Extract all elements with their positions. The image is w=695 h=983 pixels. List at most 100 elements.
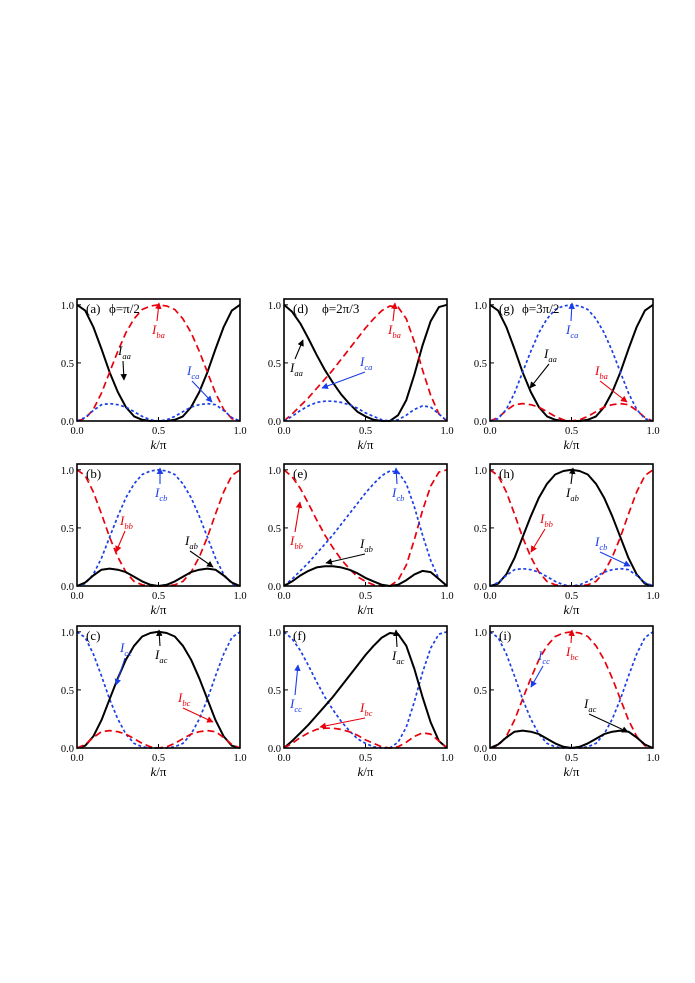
x-tick-label: 0.0 xyxy=(483,753,496,764)
x-tick-label: 0.0 xyxy=(70,591,83,602)
series-arrow-I_ab xyxy=(568,467,576,485)
y-tick-label: 0.0 xyxy=(268,582,281,593)
series-label-sub: ab xyxy=(570,493,579,503)
series-arrow-I_aa xyxy=(529,363,550,389)
series-label-I_ab: Iab xyxy=(565,485,579,503)
series-label-I_bc: Ibc xyxy=(359,700,373,718)
x-axis-label: k/π xyxy=(564,437,580,452)
series-label-main: I xyxy=(289,360,295,375)
series-arrow-I_ac xyxy=(156,629,163,647)
series-arrow-I_cc xyxy=(114,657,126,686)
x-tick-label: 1.0 xyxy=(646,426,659,437)
series-line-I_bb xyxy=(489,469,654,587)
series-arrow-I_ac xyxy=(588,713,629,733)
x-axis-label: k/π xyxy=(151,437,167,452)
series-arrow-I_aa xyxy=(294,339,304,360)
series-label-sub: ac xyxy=(396,656,404,666)
y-tick-label: 0.0 xyxy=(474,582,487,593)
series-label-I_ba: Iba xyxy=(151,322,165,340)
y-tick-label: 0.5 xyxy=(474,359,487,370)
series-arrow-I_bc xyxy=(568,629,575,644)
series-label-main: I xyxy=(119,640,125,655)
series-label-main: I xyxy=(177,690,183,705)
y-tick-label: 0.0 xyxy=(474,744,487,755)
phi-label: ϕ=π/2 xyxy=(109,301,140,316)
series-label-sub: ca xyxy=(364,362,372,372)
series-line-I_cc xyxy=(283,630,448,749)
series-line-I_bb xyxy=(76,469,241,587)
series-line-I_ba xyxy=(76,303,241,422)
x-tick-label: 0.5 xyxy=(359,753,372,764)
series-label-I_cb: Icb xyxy=(391,485,404,503)
x-axis-label-unit: /π xyxy=(363,764,374,779)
series-line-I_ba xyxy=(283,305,448,422)
series-label-I_cc: Icc xyxy=(289,696,302,714)
y-tick-label: 1.0 xyxy=(268,628,281,639)
y-tick-label: 0.5 xyxy=(268,524,281,535)
x-tick-label: 1.0 xyxy=(233,591,246,602)
x-tick-label: 0.0 xyxy=(277,753,290,764)
series-label-main: I xyxy=(543,346,549,361)
series-line-I_aa xyxy=(283,303,448,422)
series-label-I_aa: Iaa xyxy=(289,360,303,378)
x-tick-label: 0.0 xyxy=(70,426,83,437)
x-axis-label: k/π xyxy=(564,602,580,617)
series-label-main: I xyxy=(583,696,589,711)
series-label-sub: cb xyxy=(159,493,167,503)
x-axis-label-unit: /π xyxy=(156,602,167,617)
series-label-main: I xyxy=(391,648,397,663)
series-label-main: I xyxy=(154,647,160,662)
series-label-I_ac: Iac xyxy=(583,696,597,714)
series-label-I_bb: Ibb xyxy=(289,533,303,551)
y-tick-label: 0.5 xyxy=(474,524,487,535)
series-label-sub: ba xyxy=(392,330,401,340)
x-tick-label: 1.0 xyxy=(440,591,453,602)
series-label-main: I xyxy=(119,513,125,528)
series-line-I_cc xyxy=(489,631,654,749)
x-tick-label: 1.0 xyxy=(440,753,453,764)
series-label-main: I xyxy=(154,485,160,500)
x-axis-label-var: k xyxy=(151,764,157,779)
x-axis-label-unit: /π xyxy=(569,764,580,779)
series-label-main: I xyxy=(359,354,365,369)
x-axis-label-var: k xyxy=(564,437,570,452)
series-label-sub: ac xyxy=(588,704,596,714)
x-axis-label: k/π xyxy=(564,764,580,779)
panel-label: (f) xyxy=(293,628,306,643)
y-tick-label: 0.0 xyxy=(268,744,281,755)
series-label-sub: bc xyxy=(570,652,578,662)
panel-label: (g) xyxy=(499,301,514,316)
y-tick-label: 0.5 xyxy=(61,524,74,535)
x-axis-label: k/π xyxy=(151,602,167,617)
x-tick-label: 1.0 xyxy=(646,591,659,602)
series-arrow-I_aa xyxy=(120,360,127,381)
series-label-I_ca: Ica xyxy=(186,363,199,381)
series-label-I_cc: Icc xyxy=(537,648,550,666)
y-tick-label: 0.5 xyxy=(61,359,74,370)
x-tick-label: 0.5 xyxy=(565,591,578,602)
x-axis-label: k/π xyxy=(151,764,167,779)
series-label-sub: cc xyxy=(294,704,302,714)
series-arrow-I_ab xyxy=(325,553,366,565)
series-arrow-I_ba xyxy=(599,380,628,403)
series-label-I_ca: Ica xyxy=(359,354,372,372)
series-label-sub: bc xyxy=(364,708,372,718)
series-line-I_ca xyxy=(283,400,448,422)
x-axis-label-unit: /π xyxy=(363,437,374,452)
series-label-main: I xyxy=(289,696,295,711)
y-tick-label: 0.5 xyxy=(61,686,74,697)
series-label-I_ac: Iac xyxy=(391,648,405,666)
series-arrow-I_cb xyxy=(393,467,400,485)
plot-frame xyxy=(76,625,241,749)
series-arrow-I_ba xyxy=(155,302,162,322)
series-label-sub: ca xyxy=(191,371,199,381)
series-label-sub: ab xyxy=(364,544,373,554)
